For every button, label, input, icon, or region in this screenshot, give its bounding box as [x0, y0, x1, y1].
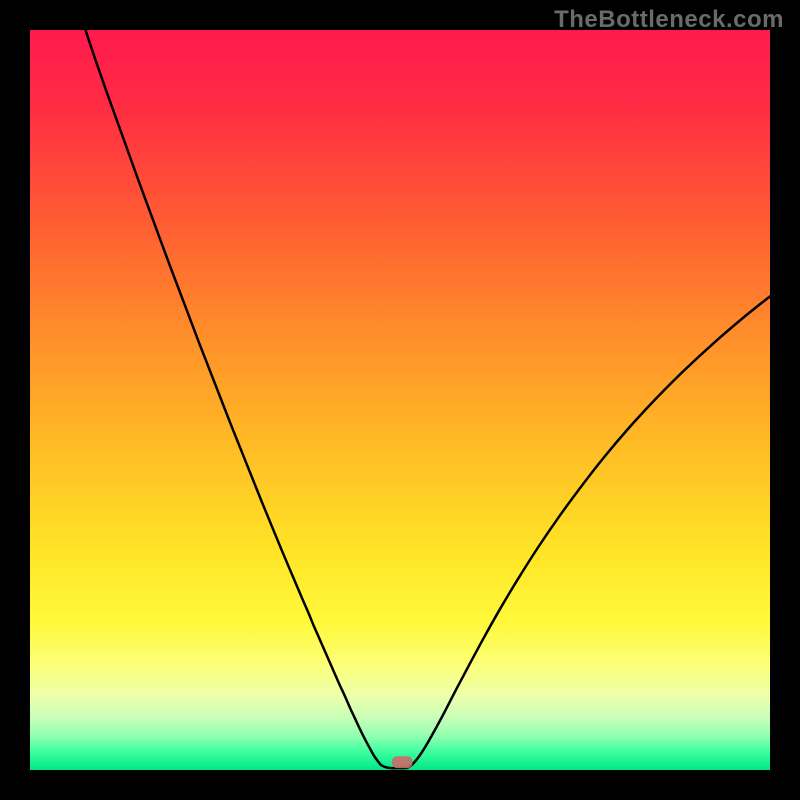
plot-area — [30, 30, 770, 770]
chart-frame: TheBottleneck.com — [0, 0, 800, 800]
watermark-text: TheBottleneck.com — [554, 6, 784, 34]
gradient-background — [30, 30, 770, 770]
marker-group — [392, 756, 413, 768]
chart-svg — [30, 30, 770, 770]
optimal-marker — [392, 756, 413, 768]
